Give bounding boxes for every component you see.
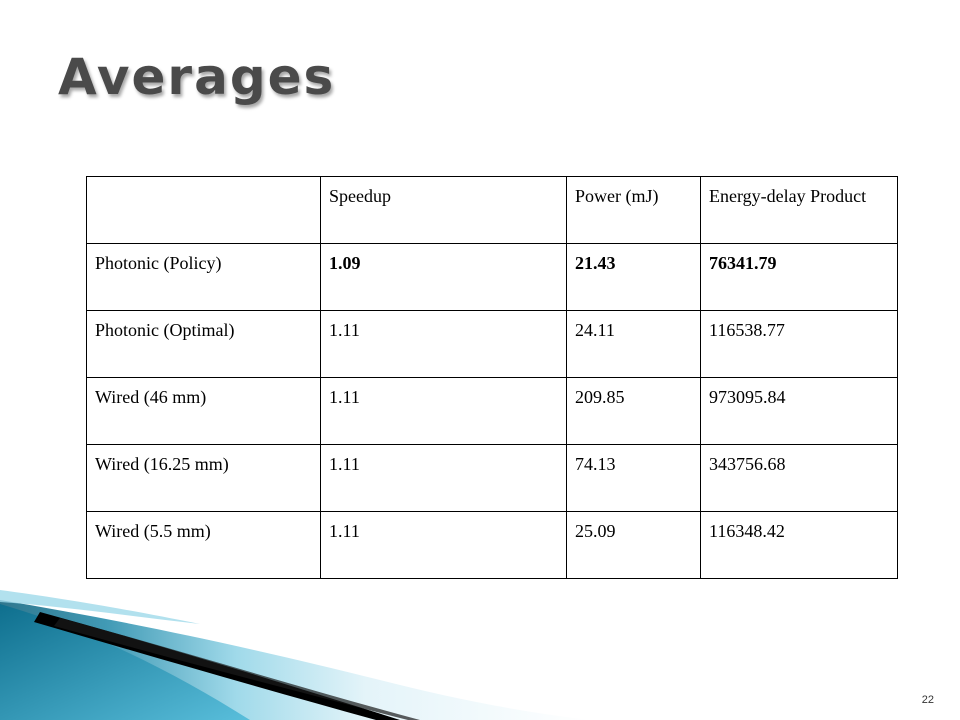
row-label: Photonic (Policy) xyxy=(86,243,321,311)
row-label: Photonic (Optimal) xyxy=(86,310,321,378)
table-row: Wired (16.25 mm) 1.11 74.13 343756.68 xyxy=(86,444,898,512)
edp-cell: 116348.42 xyxy=(700,511,898,579)
power-cell: 21.43 xyxy=(566,243,701,311)
speedup-cell: 1.11 xyxy=(320,444,567,512)
table-row: Wired (5.5 mm) 1.11 25.09 116348.42 xyxy=(86,511,898,579)
edp-cell: 343756.68 xyxy=(700,444,898,512)
row-label: Wired (5.5 mm) xyxy=(86,511,321,579)
footer-wave-decoration xyxy=(0,590,590,720)
speedup-cell: 1.11 xyxy=(320,377,567,445)
power-cell: 25.09 xyxy=(566,511,701,579)
header-cell-edp: Energy-delay Product xyxy=(700,176,898,244)
power-cell: 24.11 xyxy=(566,310,701,378)
row-label: Wired (46 mm) xyxy=(86,377,321,445)
edp-cell: 76341.79 xyxy=(700,243,898,311)
header-cell-empty xyxy=(86,176,321,244)
slide-title: Averages xyxy=(58,48,336,106)
speedup-cell: 1.09 xyxy=(320,243,567,311)
row-label: Wired (16.25 mm) xyxy=(86,444,321,512)
edp-cell: 116538.77 xyxy=(700,310,898,378)
averages-table: Speedup Power (mJ) Energy-delay Product … xyxy=(86,176,898,579)
power-cell: 209.85 xyxy=(566,377,701,445)
speedup-cell: 1.11 xyxy=(320,310,567,378)
table-row: Photonic (Policy) 1.09 21.43 76341.79 xyxy=(86,243,898,311)
header-cell-power: Power (mJ) xyxy=(566,176,701,244)
speedup-cell: 1.11 xyxy=(320,511,567,579)
header-cell-speedup: Speedup xyxy=(320,176,567,244)
edp-cell: 973095.84 xyxy=(700,377,898,445)
power-cell: 74.13 xyxy=(566,444,701,512)
table-row: Photonic (Optimal) 1.11 24.11 116538.77 xyxy=(86,310,898,378)
page-number: 22 xyxy=(921,694,934,706)
table-header-row: Speedup Power (mJ) Energy-delay Product xyxy=(86,176,898,244)
table-row: Wired (46 mm) 1.11 209.85 973095.84 xyxy=(86,377,898,445)
